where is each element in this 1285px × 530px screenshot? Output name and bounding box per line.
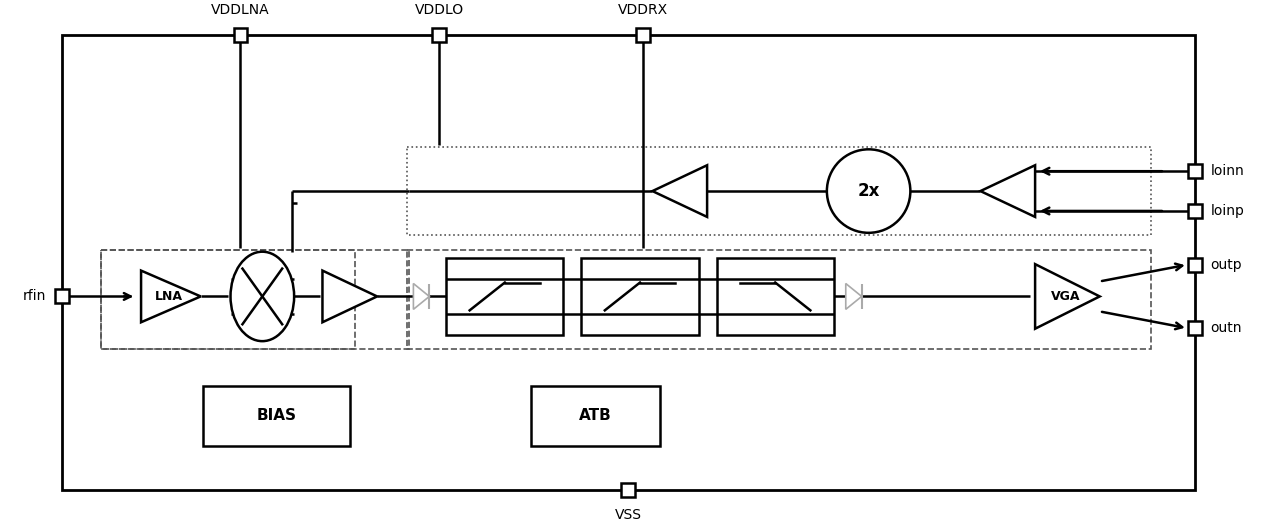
Polygon shape (323, 271, 377, 322)
Circle shape (826, 149, 910, 233)
Text: VSS: VSS (614, 508, 641, 522)
Bar (446, 258, 564, 335)
Text: BIAS: BIAS (256, 408, 297, 423)
Bar (1187, 204, 1201, 218)
Bar (54, 289, 68, 303)
Text: VDDLO: VDDLO (415, 3, 464, 17)
Polygon shape (1036, 264, 1100, 329)
Bar (407, 250, 1151, 349)
Bar (62, 35, 1195, 490)
Text: ATB: ATB (580, 408, 612, 423)
Polygon shape (141, 271, 200, 322)
Bar (234, 28, 248, 42)
Text: VDDRX: VDDRX (618, 3, 668, 17)
Polygon shape (846, 284, 862, 310)
Bar (621, 483, 635, 497)
Bar (1187, 164, 1201, 178)
Text: VDDLNA: VDDLNA (211, 3, 270, 17)
Bar (432, 28, 446, 42)
Bar (1187, 321, 1201, 335)
Polygon shape (980, 165, 1036, 217)
Text: loinp: loinp (1210, 204, 1244, 218)
Bar (717, 258, 834, 335)
Text: loinn: loinn (1210, 164, 1244, 178)
Bar (102, 250, 410, 349)
Text: outp: outp (1210, 258, 1243, 271)
Polygon shape (653, 165, 707, 217)
Bar (581, 258, 699, 335)
Text: LNA: LNA (155, 290, 182, 303)
Bar (531, 386, 660, 446)
Bar (203, 386, 350, 446)
Ellipse shape (230, 252, 294, 341)
Bar (1187, 258, 1201, 271)
Polygon shape (414, 284, 429, 310)
Bar (407, 147, 1151, 235)
Text: rfin: rfin (22, 289, 46, 304)
Text: VGA: VGA (1051, 290, 1081, 303)
Text: 2x: 2x (857, 182, 880, 200)
Bar (636, 28, 650, 42)
Text: outn: outn (1210, 321, 1243, 335)
Bar (102, 250, 355, 349)
